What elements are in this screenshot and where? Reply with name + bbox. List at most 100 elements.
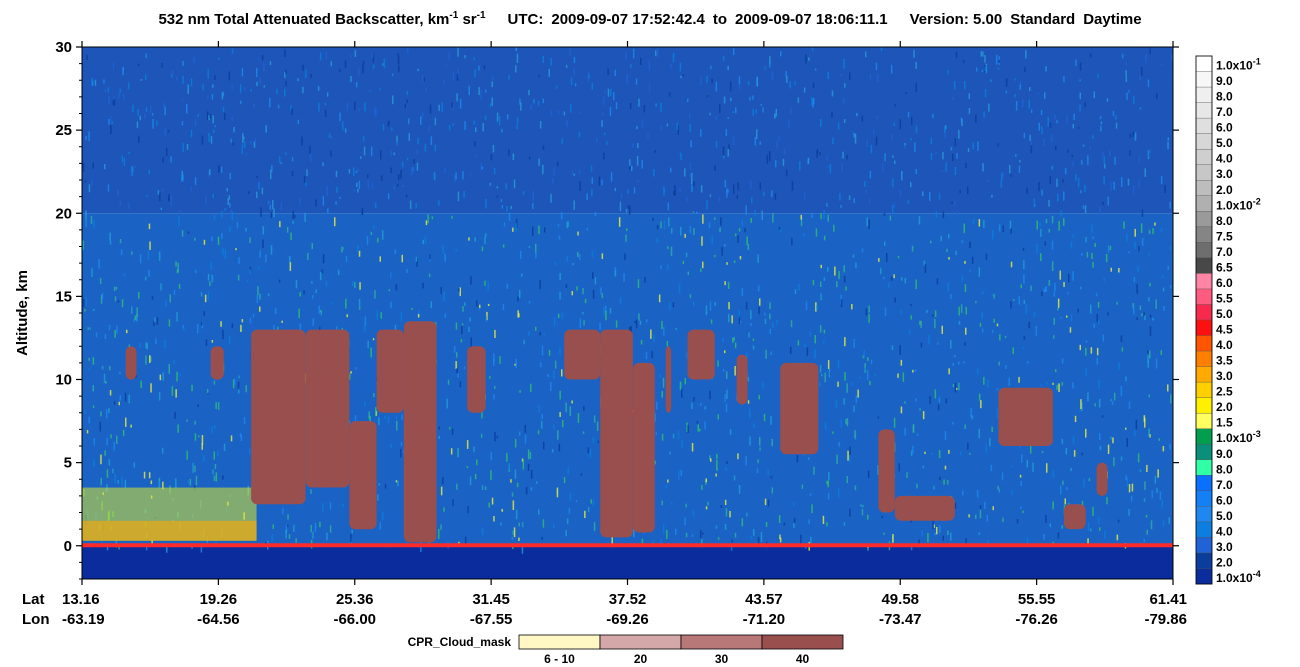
heat-speckle [245,153,248,156]
heat-speckle [422,282,424,289]
heat-speckle [1019,474,1022,478]
heat-speckle [214,464,217,470]
heat-speckle [532,203,534,209]
heat-speckle [701,539,703,548]
heat-speckle [233,378,236,386]
heat-speckle [659,373,661,378]
heat-speckle [706,75,708,83]
heat-speckle [1016,519,1019,524]
heat-speckle [604,132,606,136]
heat-speckle [849,72,851,81]
heat-speckle [764,66,766,70]
heat-speckle [302,86,304,94]
heat-speckle [867,357,869,361]
heat-speckle [735,107,737,114]
heat-speckle [700,129,702,137]
heat-speckle [1115,115,1117,120]
heat-speckle [394,249,397,254]
heat-speckle [637,279,640,289]
heat-speckle [1036,243,1038,254]
heat-speckle [771,438,773,447]
heat-speckle [968,514,970,518]
heat-speckle [1109,245,1112,250]
heat-speckle [727,149,729,157]
heat-speckle [231,211,233,221]
title-version: Version: 5.00 [909,11,1003,28]
heat-speckle [593,522,596,531]
heat-speckle [1110,436,1112,440]
heat-speckle [186,419,188,422]
heat-speckle [322,503,324,512]
heat-speckle [647,133,649,139]
heat-speckle [661,500,663,506]
cloud-mask-region [251,329,306,505]
heat-speckle [1084,205,1087,213]
heat-speckle [693,228,695,235]
heat-speckle [515,65,517,73]
heat-speckle [1133,96,1135,105]
heat-speckle [1005,78,1008,87]
heat-speckle [322,195,325,206]
colorbar-swatch [1195,273,1213,290]
heat-speckle [779,537,782,543]
heat-speckle [548,349,551,356]
heat-speckle [1045,219,1048,224]
heat-speckle [474,473,477,480]
heat-speckle [1010,174,1012,177]
heat-speckle [130,424,132,428]
heat-speckle [113,286,116,292]
heat-speckle [1113,392,1116,401]
heat-speckle [1118,362,1120,370]
heat-speckle [1079,92,1081,100]
heat-speckle [1079,344,1081,351]
heat-speckle [427,214,429,224]
heat-speckle [1058,220,1060,231]
heat-speckle [159,374,162,381]
heat-speckle [1073,450,1076,457]
heat-speckle [464,302,466,306]
heat-speckle [950,339,952,349]
heat-speckle [752,345,755,350]
heat-speckle [339,196,341,200]
heat-speckle [128,151,130,154]
heat-speckle [707,501,709,506]
heat-speckle [353,188,355,192]
heat-speckle [861,115,864,122]
x-tick-lon: -67.55 [470,611,513,628]
heat-speckle [1066,315,1068,318]
heat-speckle [249,269,251,274]
heat-speckle [463,366,466,370]
heat-speckle [783,522,786,526]
y-tick-label: 5 [64,455,72,472]
heat-speckle [769,150,771,161]
heat-speckle [215,402,217,409]
heat-speckle [1151,490,1153,499]
heat-speckle [466,440,469,449]
heat-speckle [496,112,499,122]
heat-speckle [1147,350,1149,354]
heat-speckle [478,87,480,96]
heat-speckle [764,318,767,325]
heat-speckle [767,469,769,476]
heat-speckle [382,230,384,240]
heat-speckle [1053,318,1055,325]
heat-speckle [603,152,605,160]
heat-speckle [109,232,111,241]
heat-speckle [112,468,114,474]
heat-speckle [163,103,165,107]
heat-speckle [88,416,90,424]
heat-speckle [757,459,759,464]
heat-speckle [891,345,894,350]
heat-speckle [540,420,543,429]
heat-speckle [911,116,913,125]
heat-speckle [117,480,119,484]
heat-speckle [975,301,977,304]
heat-speckle [660,125,662,131]
heat-speckle [987,540,990,545]
heat-speckle [1075,174,1077,182]
heat-speckle [920,342,923,348]
heat-speckle [478,65,480,71]
heat-speckle [144,276,147,281]
heat-speckle [91,80,94,86]
heat-speckle [1023,336,1026,340]
